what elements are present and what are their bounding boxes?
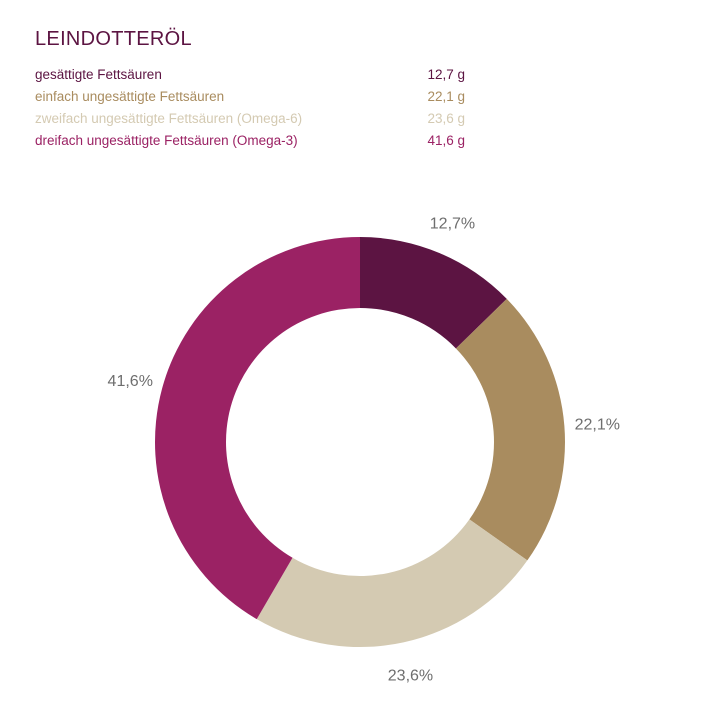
slice-label-monounsaturated: 22,1% [575,416,620,433]
legend-amount-saturated: 12,7 g [427,67,465,82]
legend-amount-monounsaturated: 22,1 g [427,89,465,104]
legend-row-omega6: zweifach ungesättigte Fettsäuren (Omega-… [35,108,465,130]
legend: gesättigte Fettsäuren 12,7 g einfach ung… [35,64,465,152]
donut-slice-omega6 [256,519,528,647]
slice-label-saturated: 12,7% [430,216,475,233]
donut-slice-monounsaturated [455,298,565,561]
slice-label-omega6: 23,6% [388,668,433,685]
slice-label-omega3: 41,6% [108,373,153,390]
legend-row-saturated: gesättigte Fettsäuren 12,7 g [35,64,465,86]
donut-slice-saturated [360,237,507,349]
donut-slice-omega3 [154,237,360,620]
legend-row-monounsaturated: einfach ungesättigte Fettsäuren 22,1 g [35,86,465,108]
legend-label-saturated: gesättigte Fettsäuren [35,67,162,82]
legend-label-monounsaturated: einfach ungesättigte Fettsäuren [35,89,225,104]
legend-amount-omega3: 41,6 g [427,133,465,148]
chart-title: LEINDOTTERÖL [35,28,192,50]
legend-amount-omega6: 23,6 g [427,111,465,126]
legend-row-omega3: dreifach ungesättigte Fettsäuren (Omega-… [35,130,465,152]
legend-label-omega6: zweifach ungesättigte Fettsäuren (Omega-… [35,111,303,126]
legend-label-omega3: dreifach ungesättigte Fettsäuren (Omega-… [35,133,298,148]
